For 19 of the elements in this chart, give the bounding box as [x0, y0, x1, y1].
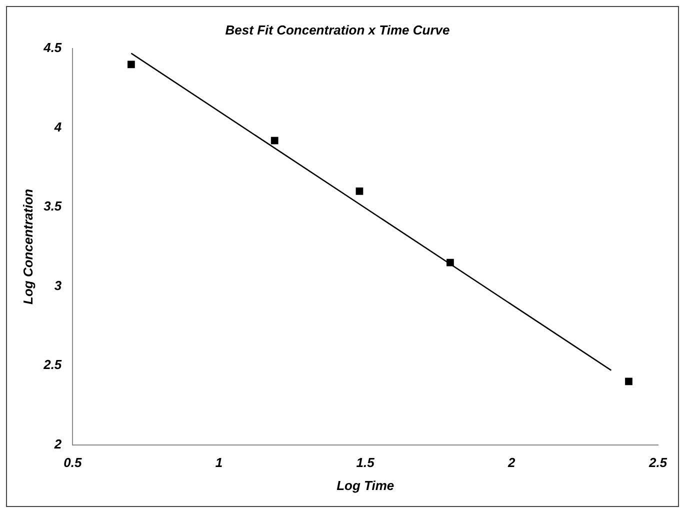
- point: [625, 378, 632, 386]
- y-tick-label: 2.5: [42, 357, 62, 372]
- point: [128, 60, 135, 68]
- y-tick-label: 2: [53, 436, 62, 452]
- y-tick-label: 3.5: [44, 198, 62, 214]
- y-tick-label: 4: [53, 119, 62, 134]
- x-tick-label: 1: [215, 455, 223, 470]
- point: [270, 136, 278, 144]
- x-tick-label: 2.5: [648, 455, 668, 470]
- y-tick-label: 4.5: [42, 40, 62, 56]
- x-axis-title: Log Time: [336, 478, 394, 493]
- chart-title: Best Fit Concentration x Time Curve: [225, 22, 450, 38]
- y-axis-title: Log Concentration: [20, 188, 36, 304]
- point: [356, 188, 364, 195]
- x-tick-label: 1.5: [356, 455, 376, 470]
- y-tick-label: 3: [54, 278, 62, 293]
- x-tick-label: 2: [507, 455, 516, 470]
- point: [446, 258, 454, 266]
- x-tick-label: 0.5: [64, 455, 82, 470]
